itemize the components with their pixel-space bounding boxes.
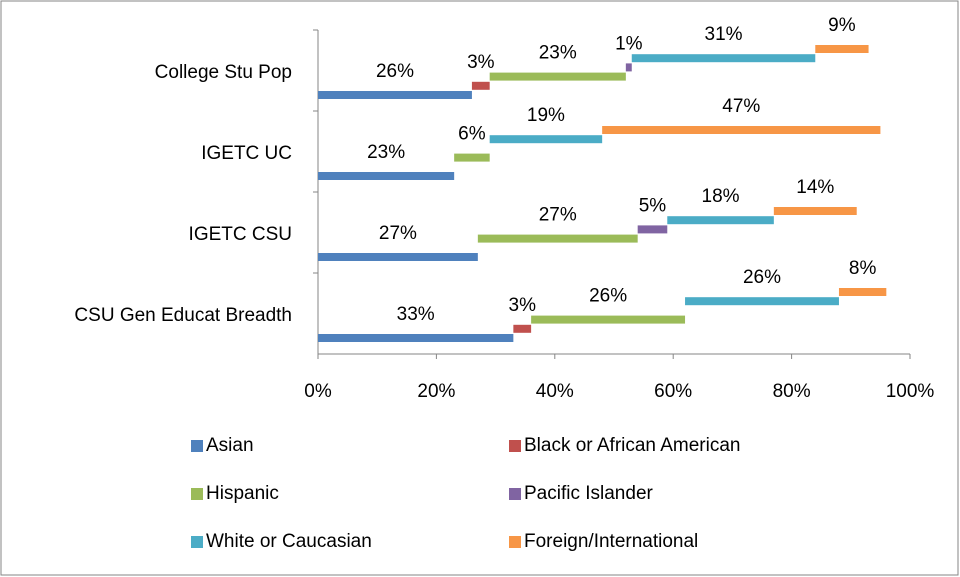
data-label: 18% (702, 186, 740, 207)
legend-label: White or Caucasian (206, 531, 372, 552)
x-tick-label: 20% (417, 381, 455, 402)
data-label: 1% (615, 33, 643, 54)
bar-segment (667, 216, 774, 225)
legend-label: Foreign/International (524, 531, 698, 552)
data-label: 33% (397, 304, 435, 325)
bar-segment (489, 72, 626, 81)
bar-segment (531, 315, 686, 324)
bar-segment (625, 63, 632, 72)
y-tick-label: IGETC UC (201, 143, 292, 164)
legend-label: Pacific Islander (524, 483, 654, 504)
bar-segment (471, 81, 490, 90)
data-label: 26% (376, 61, 414, 82)
legend-swatch (191, 488, 203, 500)
bar-segment (602, 126, 881, 134)
bar-segment (318, 91, 472, 99)
bar-segment (685, 297, 839, 306)
legend-label: Hispanic (206, 483, 279, 504)
bar-segment (631, 54, 816, 63)
data-label: 6% (458, 124, 486, 145)
data-label: 31% (705, 24, 743, 45)
y-tick-label: College Stu Pop (155, 62, 292, 83)
data-label: 26% (743, 267, 781, 288)
data-label: 3% (467, 52, 495, 73)
x-tick-label: 100% (886, 381, 935, 402)
data-label: 5% (639, 195, 667, 216)
legend-swatch (191, 440, 203, 452)
y-tick-label: IGETC CSU (189, 224, 292, 245)
bar-segment (318, 334, 514, 342)
x-tick-label: 40% (536, 381, 574, 402)
data-label: 19% (527, 105, 565, 126)
bar-segment (838, 288, 887, 296)
y-tick-label: CSU Gen Educat Breadth (74, 305, 292, 326)
bar-segment (637, 225, 668, 234)
data-label: 27% (379, 223, 417, 244)
x-tick-label: 80% (773, 381, 811, 402)
legend-swatch (509, 440, 521, 452)
bar-segment (513, 324, 532, 333)
data-label: 26% (589, 286, 627, 307)
bar-segment (318, 253, 478, 261)
legend-swatch (509, 536, 521, 548)
data-label: 8% (849, 258, 877, 279)
legend-label: Asian (206, 435, 254, 456)
x-tick-label: 60% (654, 381, 692, 402)
data-label: 3% (509, 295, 537, 316)
data-label: 23% (367, 142, 405, 163)
data-label: 47% (722, 96, 760, 117)
bar-segment (454, 153, 490, 162)
legend-swatch (191, 536, 203, 548)
legend-label: Black or African American (524, 435, 740, 456)
bar-segment (815, 45, 869, 53)
bar-segment (318, 172, 455, 180)
bar-segment (489, 135, 603, 144)
data-label: 14% (796, 177, 834, 198)
x-tick-label: 0% (304, 381, 332, 402)
legend-swatch (509, 488, 521, 500)
data-label: 23% (539, 43, 577, 64)
bar-segment (773, 207, 857, 215)
data-label: 27% (539, 205, 577, 226)
data-label: 9% (828, 15, 856, 36)
bar-segment (477, 234, 638, 243)
